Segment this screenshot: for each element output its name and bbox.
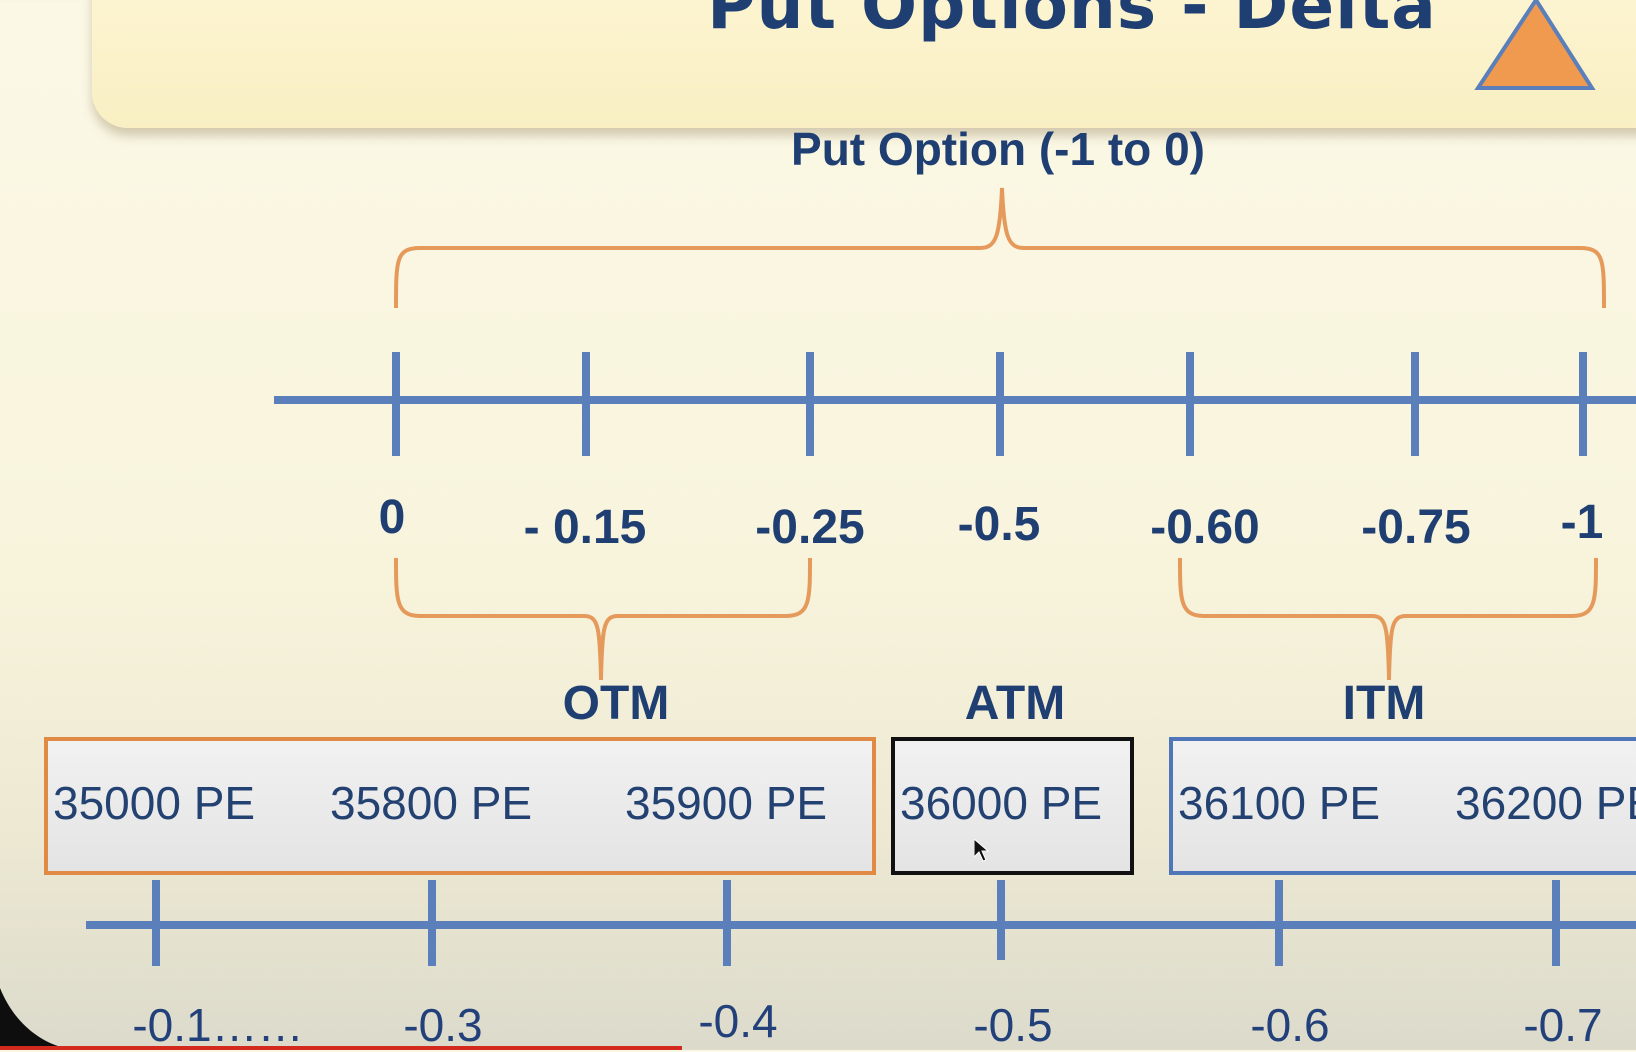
delta-label: -0.75 — [1361, 501, 1471, 554]
itm-strike-box — [1169, 737, 1636, 875]
video-progress-fill[interactable] — [0, 1046, 682, 1050]
strike-delta-label: -0.4 — [698, 995, 778, 1047]
title-banner: Put Options - Delta — [92, 0, 1636, 128]
delta-label: -1 — [1560, 496, 1604, 549]
mouse-cursor-icon — [974, 839, 990, 862]
strike-delta-label: -0.1…… — [132, 999, 304, 1051]
delta-label: -0.25 — [755, 501, 865, 554]
strike-label: 35900 PE — [625, 777, 828, 829]
strike-label: 35000 PE — [53, 777, 256, 829]
strike-label: 36000 PE — [900, 777, 1103, 829]
subtitle: Put Option (-1 to 0) — [791, 123, 1205, 175]
strike-delta-label: -0.3 — [403, 999, 483, 1051]
otm-strike-box — [44, 737, 876, 875]
delta-label: -0.60 — [1150, 501, 1260, 554]
itm-label: ITM — [1342, 677, 1426, 730]
strike-delta-label: -0.5 — [973, 999, 1053, 1051]
otm-label: OTM — [562, 677, 670, 730]
dark-corner-shape — [0, 988, 58, 1046]
itm-brace — [1178, 557, 1598, 681]
strike-delta-label: -0.6 — [1250, 999, 1330, 1051]
atm-label: ATM — [964, 677, 1066, 730]
delta-label: - 0.15 — [523, 501, 647, 554]
atm-strike-box — [891, 737, 1134, 875]
strike-label: 35800 PE — [330, 777, 533, 829]
full-range-brace — [394, 187, 1606, 309]
delta-label: 0 — [378, 491, 406, 544]
strike-delta-label: -0.7 — [1523, 999, 1603, 1051]
slide-title: Put Options - Delta — [707, 0, 1437, 44]
otm-brace — [394, 557, 812, 681]
strike-label: 36100 PE — [1178, 777, 1381, 829]
triangle-icon — [1474, 0, 1596, 90]
delta-label: -0.5 — [957, 498, 1041, 551]
strike-label: 36200 PE — [1455, 777, 1636, 829]
